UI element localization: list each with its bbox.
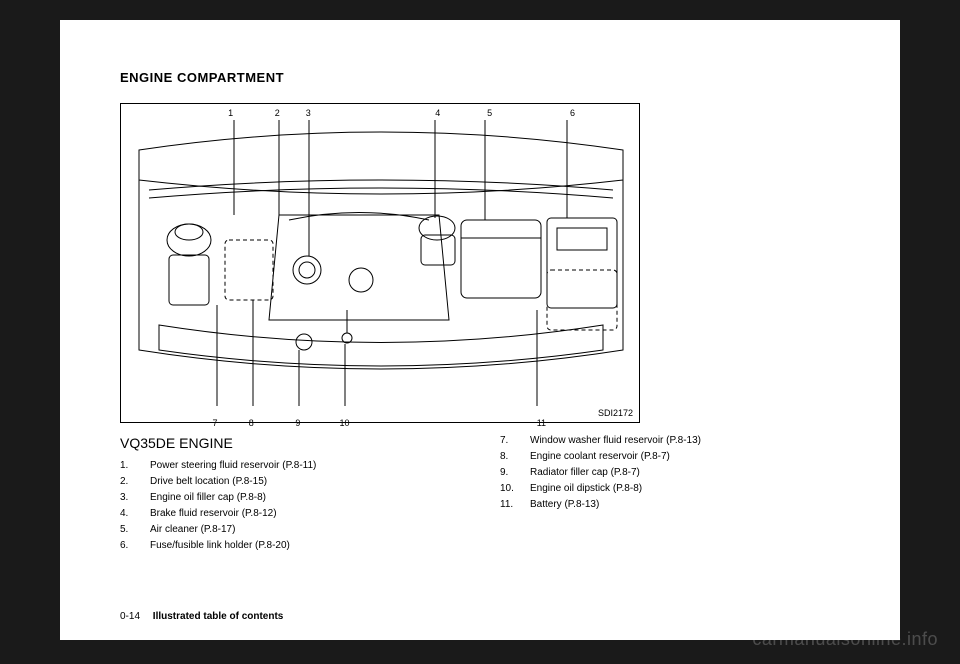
list-item: 9. Radiator filler cap (P.8-7)	[500, 465, 840, 480]
callout-7: 7	[209, 418, 221, 428]
list-num: 11.	[500, 497, 518, 512]
list-text: Engine coolant reservoir (P.8-7)	[530, 449, 670, 464]
callout-5: 5	[484, 108, 496, 118]
list-num: 7.	[500, 433, 518, 448]
list-num: 2.	[120, 474, 138, 489]
callout-1: 1	[225, 108, 237, 118]
callout-10: 10	[339, 418, 351, 428]
list-text: Engine oil filler cap (P.8-8)	[150, 490, 266, 505]
list-num: 3.	[120, 490, 138, 505]
manual-page: ENGINE COMPARTMENT 1 2 3 4 5 6	[60, 20, 900, 640]
list-item: 4. Brake fluid reservoir (P.8-12)	[120, 506, 460, 521]
page-title: Illustrated table of contents	[153, 611, 284, 622]
callout-3: 3	[302, 108, 314, 118]
callout-9: 9	[292, 418, 304, 428]
legend-columns: VQ35DE ENGINE 1. Power steering fluid res…	[120, 433, 840, 554]
list-num: 6.	[120, 538, 138, 553]
list-item: 6. Fuse/fusible link holder (P.8-20)	[120, 538, 460, 553]
callout-8: 8	[245, 418, 257, 428]
list-item: 8. Engine coolant reservoir (P.8-7)	[500, 449, 840, 464]
section-title: ENGINE COMPARTMENT	[120, 70, 840, 85]
callout-11: 11	[535, 418, 547, 428]
list-text: Fuse/fusible link holder (P.8-20)	[150, 538, 290, 553]
list-num: 9.	[500, 465, 518, 480]
list-item: 5. Air cleaner (P.8-17)	[120, 522, 460, 537]
list-num: 4.	[120, 506, 138, 521]
list-text: Air cleaner (P.8-17)	[150, 522, 235, 537]
list-item: 11. Battery (P.8-13)	[500, 497, 840, 512]
callout-6: 6	[566, 108, 578, 118]
list-num: 8.	[500, 449, 518, 464]
callout-4: 4	[432, 108, 444, 118]
figure-id: SDI2172	[598, 408, 633, 418]
engine-subheading: VQ35DE ENGINE	[120, 433, 460, 454]
list-item: 1. Power steering fluid reservoir (P.8-11…	[120, 458, 460, 473]
list-text: Window washer fluid reservoir (P.8-13)	[530, 433, 701, 448]
engine-diagram-svg	[129, 120, 633, 406]
list-text: Engine oil dipstick (P.8-8)	[530, 481, 642, 496]
list-item: 2. Drive belt location (P.8-15)	[120, 474, 460, 489]
page-footer: 0-14 Illustrated table of contents	[120, 611, 283, 622]
list-text: Radiator filler cap (P.8-7)	[530, 465, 640, 480]
list-text: Battery (P.8-13)	[530, 497, 599, 512]
list-item: 3. Engine oil filler cap (P.8-8)	[120, 490, 460, 505]
watermark: carmanualsonline.info	[752, 629, 938, 650]
list-text: Brake fluid reservoir (P.8-12)	[150, 506, 277, 521]
list-num: 10.	[500, 481, 518, 496]
list-item: 10. Engine oil dipstick (P.8-8)	[500, 481, 840, 496]
callout-2: 2	[271, 108, 283, 118]
legend-col-1: VQ35DE ENGINE 1. Power steering fluid res…	[120, 433, 460, 554]
legend-col-2: 7. Window washer fluid reservoir (P.8-13)…	[500, 433, 840, 554]
list-item: 7. Window washer fluid reservoir (P.8-13)	[500, 433, 840, 448]
list-num: 1.	[120, 458, 138, 473]
list-num: 5.	[120, 522, 138, 537]
page-number: 0-14	[120, 611, 140, 622]
list-text: Power steering fluid reservoir (P.8-11)	[150, 458, 316, 473]
engine-compartment-figure: 1 2 3 4 5 6	[120, 103, 640, 423]
list-text: Drive belt location (P.8-15)	[150, 474, 267, 489]
